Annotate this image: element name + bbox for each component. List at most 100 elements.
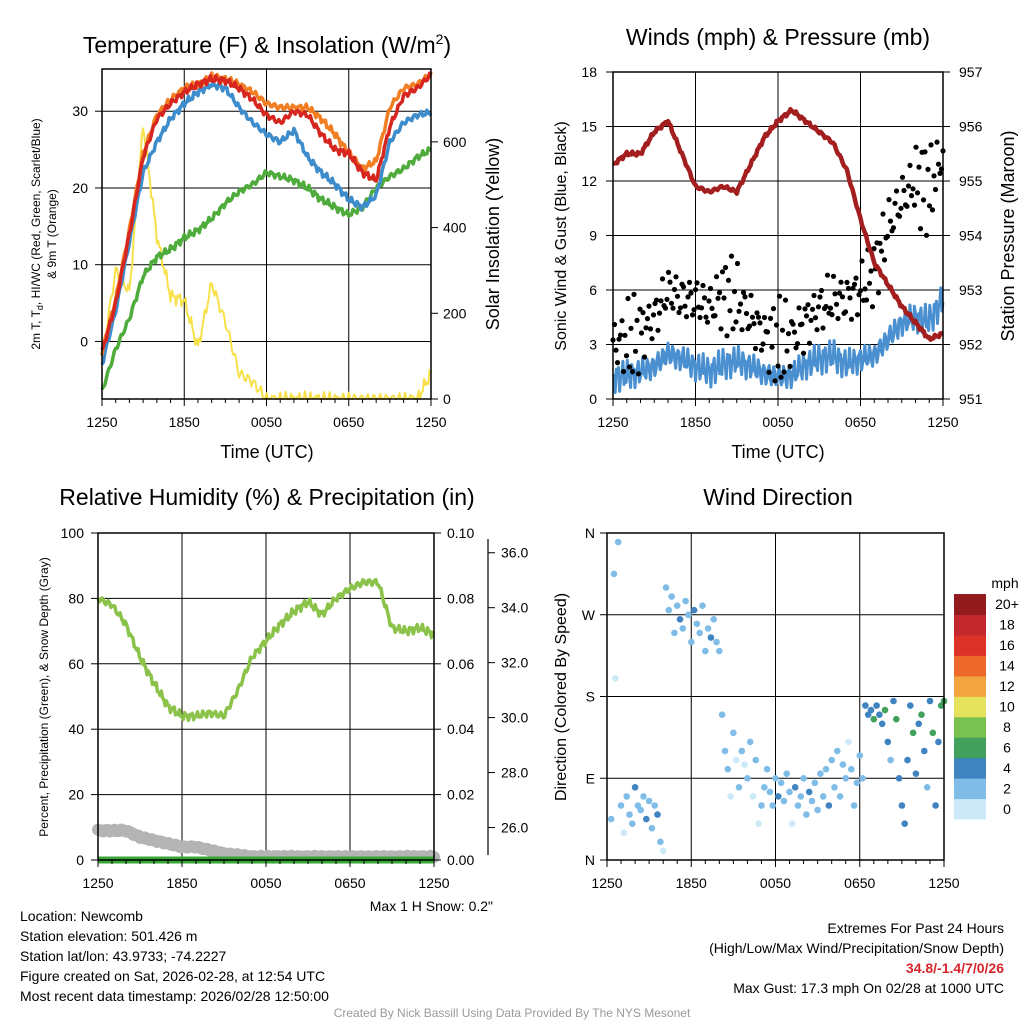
direction-point [710, 616, 717, 623]
direction-point [769, 802, 776, 809]
direction-point [794, 802, 802, 809]
winds-gust-dot [667, 279, 673, 285]
winds-gust-dot [692, 287, 699, 293]
colorbar-swatch [954, 716, 986, 738]
direction-point [704, 625, 712, 632]
winds-gust-dot [817, 294, 823, 300]
humidity-xtick-label: 1250 [82, 875, 113, 891]
winds-gust-dot [868, 268, 874, 274]
winds-gust-dot [844, 279, 850, 285]
humidity-title: Relative Humidity (%) & Precipitation (i… [59, 484, 474, 510]
direction-point [617, 802, 625, 809]
direction-point [707, 634, 715, 641]
winds-xlabel: Time (UTC) [731, 442, 824, 462]
recent-timestamp: Most recent data timestamp: 2026/02/28 1… [20, 988, 329, 1004]
winds-gust-dot [922, 149, 928, 155]
winds-gust-dot [752, 345, 759, 352]
direction-point [867, 706, 875, 714]
winds-gust-dot [707, 285, 714, 292]
temperature-ytick-left-label: 10 [72, 257, 88, 273]
temperature-xtick-label: 0650 [333, 414, 364, 430]
winds-gust-dot [676, 309, 682, 316]
direction-point [626, 811, 633, 818]
winds-gust-dot [668, 300, 675, 306]
winds-gust-dot [823, 303, 829, 310]
winds-gust-dot [893, 188, 900, 194]
winds-gust-dot [619, 318, 625, 324]
winds-gust-dot [770, 306, 777, 312]
winds-gust-dot [898, 205, 904, 211]
direction-point [763, 765, 771, 773]
direction-point [915, 720, 922, 728]
direction-point [651, 802, 658, 809]
direction-point [629, 820, 636, 827]
temperature-ytick-right-label: 200 [443, 305, 467, 321]
winds-gust-dot [851, 281, 858, 287]
winds-gust-dot [664, 296, 670, 302]
direction-ytick-label: E [586, 770, 595, 786]
winds-gust-dot [749, 314, 756, 320]
precip-ytick-label: 0.04 [447, 721, 474, 737]
direction-point [890, 697, 897, 705]
direction-point [909, 729, 917, 737]
max-gust: Max Gust: 17.3 mph On 02/28 at 1000 UTC [733, 980, 1004, 996]
winds-gust-dot [697, 314, 703, 321]
direction-point [777, 779, 785, 787]
winds-gust-dot [808, 317, 814, 323]
winds-gust-dot [785, 331, 792, 337]
winds-gust-dot [854, 312, 861, 318]
winds-gust-dot [740, 289, 747, 296]
snow-axis-tick-label: 28.0 [501, 765, 528, 781]
winds-gust-dot [779, 327, 786, 333]
winds-gust-dot [629, 369, 636, 375]
winds-gust-dot [746, 323, 753, 329]
direction-point [612, 675, 619, 682]
direction-point [623, 793, 630, 800]
colorbar-swatch [954, 778, 986, 800]
direction-point [607, 815, 615, 823]
precip-ytick-label: 0.10 [447, 525, 474, 541]
winds-gust-dot [722, 264, 729, 271]
direction-point [808, 797, 816, 805]
precip-ytick-label: 0.08 [447, 590, 474, 606]
station-info: Location: Newcomb Station elevation: 501… [20, 906, 329, 1006]
winds-ytick-left-label: 9 [589, 228, 597, 244]
direction-point [935, 738, 942, 746]
colorbar-swatch [954, 634, 986, 656]
winds-gust-dot [739, 327, 745, 333]
winds-gust-dot [721, 295, 727, 301]
winds-gust-dot [656, 310, 663, 316]
winds-gust-dot [635, 371, 642, 377]
direction-point [825, 802, 833, 809]
direction-point [662, 584, 670, 591]
temperature-left-ylabel-1: 2m T, Td, HI/WC (Red, Green, Scarlet/Blu… [29, 118, 45, 349]
winds-gust-dot [637, 306, 643, 312]
winds-gust-dot [875, 290, 882, 296]
winds-gust-dot [835, 315, 841, 322]
credit-line: Created By Nick Bassill Using Data Provi… [333, 1006, 691, 1020]
winds-ytick-right-label: 952 [959, 337, 983, 353]
winds-gust-dot [857, 288, 864, 294]
winds-gust-dot [790, 321, 796, 327]
direction-point [718, 711, 726, 718]
winds-gust-dot [842, 309, 849, 315]
direction-point [640, 793, 647, 800]
winds-gust-dot [935, 161, 942, 167]
winds-gust-dot [806, 340, 813, 346]
winds-gust-dot [677, 305, 684, 311]
temperature-series-9m-t [100, 71, 433, 356]
winds-gust-dot [847, 295, 853, 301]
humidity-ytick-left-label: 40 [68, 721, 84, 737]
direction-point [856, 752, 864, 759]
winds-gust-dot [820, 325, 826, 331]
winds-gust-dot [655, 327, 661, 333]
winds-panel: Winds (mph) & Pressure (mb) 1250 1850 0050… [553, 24, 1018, 462]
direction-point [648, 824, 656, 832]
direction-point [665, 606, 673, 614]
direction-point [811, 779, 819, 787]
direction-point [775, 793, 782, 800]
direction-point [803, 811, 810, 818]
colorbar-label: 18 [999, 617, 1015, 633]
direction-point [724, 765, 732, 773]
winds-gust-dot [685, 294, 691, 300]
